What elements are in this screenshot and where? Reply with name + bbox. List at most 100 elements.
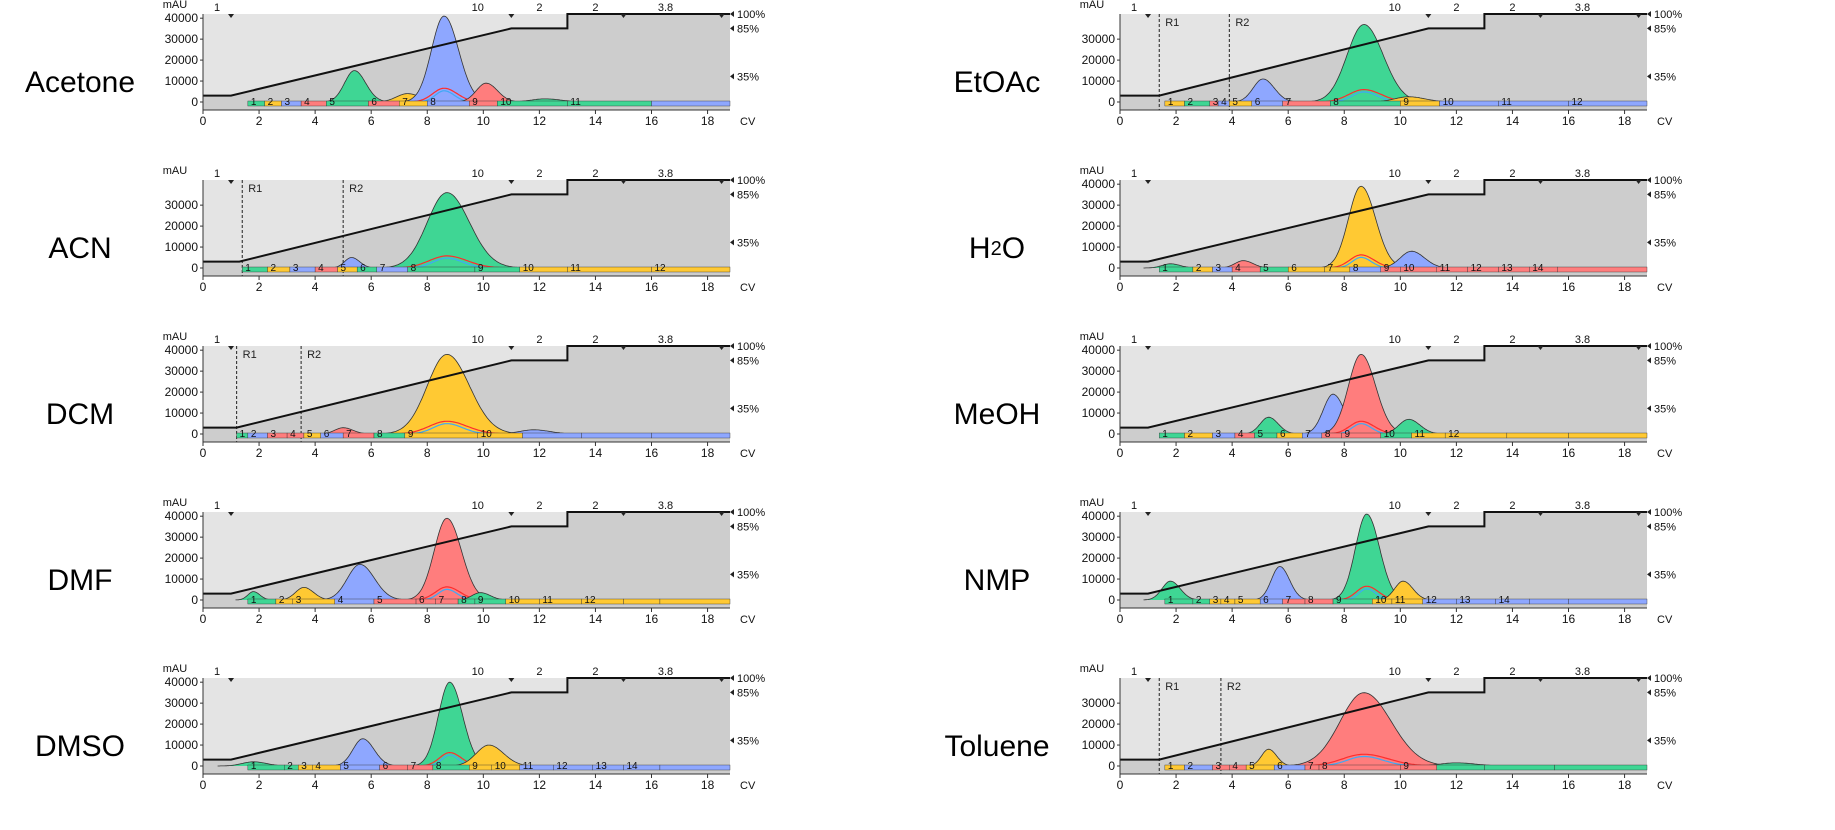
fraction-segment — [404, 432, 478, 439]
pct-marker — [1647, 177, 1651, 183]
fraction-label: 2 — [287, 761, 293, 772]
flow-marker — [1425, 512, 1432, 516]
y-tick-label: 0 — [191, 593, 198, 607]
pct-label: 85% — [1654, 189, 1676, 201]
chart-panel: H 2 O 1 2 3 4 5 6 7 8 9 10 11 12 13 14 0 2 4 6 8 10 12 14 16 18 CV 0… — [917, 165, 1834, 332]
peak-area — [371, 93, 451, 102]
y-tick-label: 30000 — [1082, 696, 1116, 710]
pct-marker — [1647, 11, 1651, 17]
x-tick-label: 16 — [645, 612, 659, 626]
gradient-line — [1120, 677, 1647, 761]
y-tick-label: 30000 — [165, 530, 199, 544]
solvent-name-tail: O — [1001, 232, 1026, 265]
fraction-segment — [581, 432, 652, 439]
peak-area — [1320, 186, 1410, 268]
x-unit-label: CV — [1657, 448, 1673, 460]
peak-area — [454, 83, 524, 102]
pct-marker — [730, 177, 734, 183]
fraction-label: 3 — [270, 429, 276, 440]
x-unit-label: CV — [1657, 116, 1673, 128]
pct-marker — [730, 509, 734, 515]
x-tick-label: 8 — [424, 280, 431, 294]
pct-marker — [730, 73, 734, 80]
fraction-label: 6 — [371, 97, 377, 108]
x-tick-label: 2 — [1173, 446, 1180, 460]
flow-marker — [508, 678, 515, 682]
fraction-label: 3 — [1216, 263, 1222, 274]
fraction-label: 1 — [1168, 761, 1174, 772]
pct-marker — [730, 523, 734, 530]
flow-rate-label: 3.8 — [658, 334, 673, 346]
pct-label: 85% — [1654, 355, 1676, 367]
solvent-name: NMP — [963, 564, 1031, 597]
pct-marker — [1647, 357, 1651, 364]
flow-rate-label: 2 — [1509, 666, 1515, 678]
fraction-segment — [1330, 100, 1401, 107]
chart-panel: MeOH 1 2 3 4 5 6 7 8 9 10 11 12 0 2 4 6 8 10 12 14 16 18 CV 0 100… — [917, 331, 1834, 498]
pct-label: 35% — [1654, 71, 1676, 83]
x-tick-label: 0 — [1117, 612, 1124, 626]
x-tick-label: 8 — [1341, 446, 1348, 460]
solvent-name: DMSO — [35, 730, 125, 763]
fraction-label: 14 — [626, 761, 638, 772]
flow-rate-label: 3.8 — [658, 2, 673, 14]
x-tick-label: 4 — [1229, 612, 1236, 626]
fraction-label: 7 — [402, 97, 408, 108]
flow-marker — [1635, 678, 1642, 682]
fraction-label: 3 — [301, 761, 307, 772]
x-unit-label: CV — [1657, 780, 1673, 792]
fraction-label: 8 — [436, 761, 442, 772]
peak-outline — [1241, 416, 1301, 435]
flow-rate-label: 3.8 — [658, 168, 673, 180]
fraction-label: 6 — [419, 595, 425, 606]
flow-rate-label: 3.8 — [1575, 2, 1590, 14]
x-tick-label: 18 — [701, 114, 715, 128]
chart-panel: EtOAc R1 R2 1 2 3 4 5 6 7 8 9 10 11 12 0 2 4 6 8 10 12 14 16 18 C… — [917, 0, 1834, 166]
x-tick-label: 6 — [1285, 114, 1292, 128]
fraction-label: 5 — [1263, 263, 1269, 274]
solvent-subscript: 2 — [990, 237, 1002, 260]
flow-rate-label: 3.8 — [658, 666, 673, 678]
peak-outline — [1310, 24, 1428, 103]
y-tick-label: 20000 — [1082, 551, 1116, 565]
y-tick-label: 0 — [191, 427, 198, 441]
pct-label: 35% — [737, 237, 759, 249]
fraction-label: 9 — [478, 595, 484, 606]
y-tick-label: 20000 — [1082, 385, 1116, 399]
x-tick-label: 18 — [701, 778, 715, 792]
flow-marker — [228, 678, 235, 682]
peak-area — [384, 192, 522, 268]
solvent-label: DMSO — [0, 664, 160, 830]
flow-marker — [1145, 678, 1152, 682]
flow-marker — [1425, 180, 1432, 184]
fraction-segment — [1318, 764, 1401, 771]
flow-rate-label: 2 — [592, 168, 598, 180]
flow-rate-label: 2 — [1453, 2, 1459, 14]
x-tick-label: 2 — [1173, 612, 1180, 626]
flow-marker — [508, 346, 515, 350]
y-tick-label: 0 — [1108, 759, 1115, 773]
x-tick-label: 14 — [1506, 280, 1520, 294]
pct-marker — [1647, 239, 1651, 246]
peak-area — [316, 427, 376, 434]
peak-area — [1375, 251, 1455, 268]
fraction-label: 5 — [1232, 97, 1238, 108]
x-tick-label: 16 — [1562, 114, 1576, 128]
y-tick-label: 20000 — [1082, 219, 1116, 233]
fraction-segment — [651, 432, 731, 439]
y-tick-label: 10000 — [165, 572, 199, 586]
fraction-segment — [623, 598, 661, 605]
solvent-label: MeOH — [917, 332, 1077, 498]
pct-label: 85% — [737, 687, 759, 699]
x-tick-label: 10 — [477, 280, 491, 294]
y-tick-label: 10000 — [165, 406, 199, 420]
solvent-label: Acetone — [0, 0, 160, 166]
fraction-label: 5 — [343, 761, 349, 772]
fraction-label: 1 — [245, 263, 251, 274]
flow-rate-label: 2 — [592, 500, 598, 512]
chromatogram-chart: R1 R21 2 3 4 5 6 7 8 9 10 11 120 2 4 6 8 10 12 14 16 18 CV0100… — [163, 165, 766, 294]
x-tick-label: 14 — [589, 280, 603, 294]
solvent-name: DCM — [45, 398, 115, 431]
flow-rate-label: 10 — [1389, 334, 1401, 346]
flow-rate-label: 1 — [1131, 168, 1137, 180]
